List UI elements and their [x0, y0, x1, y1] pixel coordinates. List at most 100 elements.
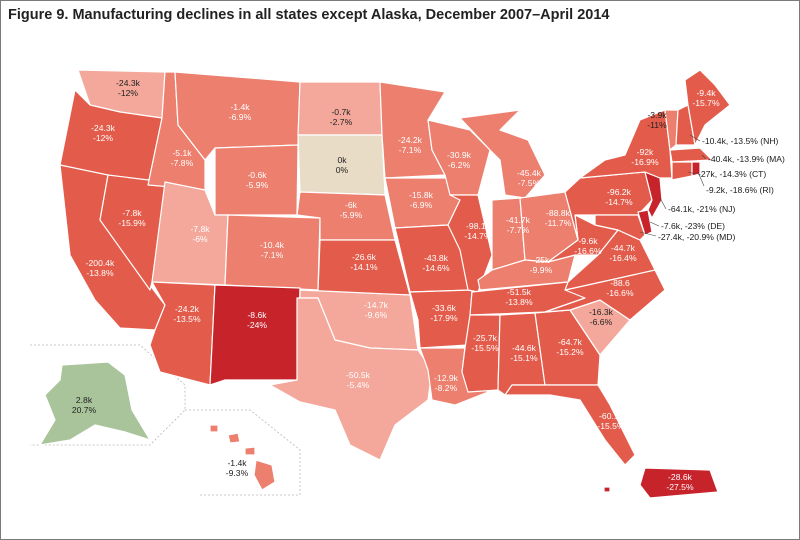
tn-pct: -13.8% — [505, 297, 533, 307]
me-pct: -15.7% — [692, 98, 720, 108]
wv-pct: -16.6% — [574, 246, 602, 256]
state-il — [447, 194, 493, 293]
state-label-co: -10.4k -7.1% — [260, 240, 285, 260]
state-nm — [209, 284, 301, 386]
state-label-wi: -30.9k -6.2% — [447, 150, 472, 170]
state-label-nv: -7.8k -15.9% — [118, 208, 146, 228]
external-label-ma: -40.4k, -13.9% (MA) — [708, 154, 785, 164]
sd-pct: 0% — [336, 165, 349, 175]
state-label-id: -5.1k -7.8% — [171, 148, 194, 168]
state-ms — [461, 314, 501, 393]
state-label-ia: -15.8k -6.9% — [409, 190, 434, 210]
state-label-wa: -24.3k -12% — [116, 78, 141, 98]
tx-pct: -5.4% — [347, 380, 370, 390]
sd-change: 0k — [337, 155, 347, 165]
il-change: -98.1k — [466, 221, 491, 231]
il-pct: -14.7% — [464, 231, 492, 241]
mn-change: -24.2k — [398, 135, 423, 145]
ia-change: -15.8k — [409, 190, 434, 200]
state-label-va: -44.7k -16.4% — [609, 243, 637, 263]
state-label-wy: -0.6k -5.9% — [246, 170, 269, 190]
ca-pct: -13.8% — [86, 268, 114, 278]
inset-boundary-alaska — [30, 344, 186, 446]
state-label-me: -9.4k -15.7% — [692, 88, 720, 108]
state-label-sc: -16.3k -6.6% — [589, 307, 614, 327]
nm-pct: -24% — [247, 320, 267, 330]
ut-change: -7.8k — [190, 224, 210, 234]
external-label-nh: -10.4k, -13.5% (NH) — [702, 136, 779, 146]
leader-ct — [687, 171, 697, 175]
state-label-in: -41.7k -7.7% — [506, 215, 531, 235]
id-change: -5.1k — [172, 148, 192, 158]
state-label-ga: -64.7k -15.2% — [556, 337, 584, 357]
nc-change: -88.6 — [610, 278, 630, 288]
wy-pct: -5.9% — [246, 180, 269, 190]
nv-pct: -15.9% — [118, 218, 146, 228]
state-ak — [39, 361, 151, 446]
sc-change: -16.3k — [589, 307, 614, 317]
state-ma — [669, 147, 713, 163]
ms-pct: -15.5% — [471, 343, 499, 353]
state-label-nd: -0.7k -2.7% — [330, 107, 353, 127]
state-label-ut: -7.8k -6% — [190, 224, 210, 244]
co-change: -10.4k — [260, 240, 285, 250]
wi-change: -30.9k — [447, 150, 472, 160]
state-label-ms: -25.7k -15.5% — [471, 333, 499, 353]
or-change: -24.3k — [91, 123, 116, 133]
wa-pct: -12% — [118, 88, 138, 98]
nv-change: -7.8k — [122, 208, 142, 218]
state-label-wv: -9.6k -16.6% — [574, 236, 602, 256]
nd-change: -0.7k — [331, 107, 351, 117]
leader-nj — [659, 197, 667, 210]
state-label-il: -98.1k -14.7% — [464, 221, 492, 241]
pr-change: -28.6k — [668, 472, 693, 482]
external-label-md: -27.4k, -20.9% (MD) — [658, 232, 736, 242]
ok-change: -14.7k — [364, 300, 389, 310]
al-pct: -15.1% — [510, 353, 538, 363]
oh-change: -88.8k — [546, 208, 571, 218]
ar-change: -33.6k — [432, 303, 457, 313]
state-label-ar: -33.6k -17.9% — [430, 303, 458, 323]
external-label-de: -7.6k, -23% (DE) — [661, 221, 725, 231]
oh-pct: -11.7% — [545, 218, 572, 228]
state-md — [594, 214, 646, 241]
hi-pct: -9.3% — [226, 468, 249, 478]
wi-pct: -6.2% — [448, 160, 471, 170]
territory-pr — [639, 467, 719, 499]
leader-ma — [701, 154, 707, 160]
ny-pct: -16.9% — [631, 157, 659, 167]
state-label-ok: -14.7k -9.6% — [364, 300, 389, 320]
mn-pct: -7.1% — [399, 145, 422, 155]
state-label-oh: -88.8k -11.7% — [545, 208, 572, 228]
state-label-tx: -50.5k -5.4% — [346, 370, 371, 390]
state-nc — [544, 269, 666, 321]
ga-pct: -15.2% — [556, 347, 584, 357]
ia-pct: -6.9% — [410, 200, 433, 210]
mi-change: -45.4k — [517, 168, 542, 178]
external-label-ct: -27k, -14.3% (CT) — [698, 169, 766, 179]
vt-change: -3.9k — [647, 110, 667, 120]
inset-boundary-hawaii — [185, 409, 301, 496]
state-label-ne: -6k -5.9% — [340, 200, 363, 220]
mo-pct: -14.6% — [422, 263, 450, 273]
ks-pct: -14.1% — [350, 262, 378, 272]
hi-change: -1.4k — [227, 458, 247, 468]
state-tx — [269, 297, 433, 461]
tn-change: -51.5k — [507, 287, 532, 297]
state-ct — [671, 161, 693, 181]
external-label-nj: -64.1k, -21% (NJ) — [668, 204, 735, 214]
state-label-fl: -60.1k -15.5% — [597, 411, 625, 431]
fl-pct: -15.5% — [597, 421, 625, 431]
co-pct: -7.1% — [261, 250, 284, 260]
state-label-ky: -25k -9.9% — [530, 255, 553, 275]
ne-pct: -5.9% — [340, 210, 363, 220]
tx-change: -50.5k — [346, 370, 371, 380]
me-change: -9.4k — [696, 88, 716, 98]
nc-pct: -16.6% — [606, 288, 634, 298]
state-me — [684, 69, 731, 146]
ar-pct: -17.9% — [430, 313, 458, 323]
ks-change: -26.6k — [352, 252, 377, 262]
ny-change: -92k — [637, 147, 654, 157]
sc-pct: -6.6% — [590, 317, 613, 327]
